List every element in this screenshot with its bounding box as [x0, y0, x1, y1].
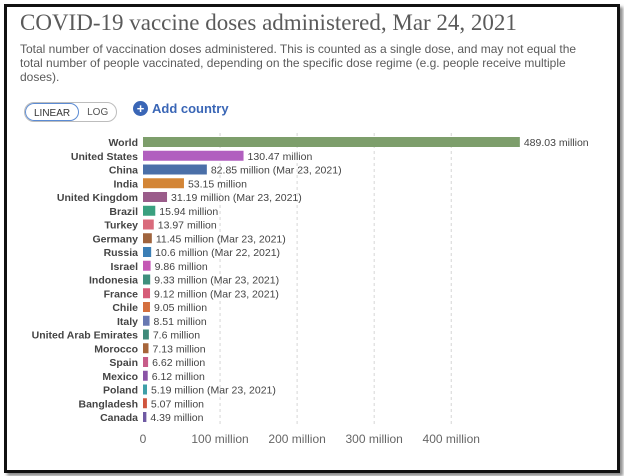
bar[interactable] — [143, 384, 147, 395]
bar[interactable] — [143, 274, 151, 285]
log-scale-button[interactable]: LOG — [87, 107, 109, 118]
value-label: 5.07 million — [151, 398, 204, 410]
value-label: 6.62 million — [152, 357, 205, 369]
value-label: 10.6 million (Mar 22, 2021) — [155, 247, 280, 259]
value-label: 9.05 million — [154, 302, 207, 314]
category-label: Russia — [104, 247, 139, 259]
category-label: United Arab Emirates — [32, 330, 139, 342]
bar[interactable] — [143, 260, 151, 271]
chart-frame — [4, 4, 620, 473]
linear-scale-button[interactable]: LINEAR — [25, 103, 80, 121]
category-label: Bangladesh — [78, 398, 138, 410]
category-label: Canada — [100, 412, 138, 424]
category-label: Spain — [109, 357, 138, 369]
value-label: 7.6 million — [153, 330, 200, 342]
x-tick-label: 400 million — [423, 432, 480, 446]
x-tick-label: 200 million — [268, 432, 325, 446]
category-label: World — [108, 137, 138, 149]
value-label: 7.13 million — [152, 343, 205, 355]
bar[interactable] — [143, 370, 148, 381]
bar[interactable] — [143, 343, 149, 354]
value-label: 13.97 million — [158, 220, 217, 232]
category-label: Indonesia — [89, 275, 138, 287]
chart-subtitle: Total number of vaccination doses admini… — [20, 42, 577, 84]
category-label: Israel — [111, 261, 139, 273]
bar[interactable] — [143, 178, 184, 189]
category-label: Germany — [92, 233, 138, 245]
chart-title: COVID-19 vaccine doses administered, Mar… — [20, 10, 517, 35]
value-label: 9.86 million — [155, 261, 208, 273]
bar[interactable] — [143, 412, 147, 422]
value-label: 31.19 million (Mar 23, 2021) — [171, 192, 302, 204]
category-label: China — [109, 165, 138, 177]
bar[interactable] — [143, 219, 154, 230]
bar[interactable] — [143, 247, 152, 257]
bar[interactable] — [143, 192, 168, 202]
bar[interactable] — [143, 233, 152, 244]
x-tick-label: 0 — [140, 432, 147, 446]
category-label: Poland — [103, 385, 138, 397]
value-label: 130.47 million — [248, 151, 313, 163]
bar[interactable] — [143, 150, 244, 161]
bar[interactable] — [143, 329, 149, 340]
x-tick-label: 100 million — [191, 432, 248, 446]
bar[interactable] — [143, 137, 520, 147]
category-label: Chile — [112, 302, 138, 314]
category-label: India — [113, 178, 138, 190]
category-label: United States — [71, 151, 138, 163]
value-label: 11.45 million (Mar 23, 2021) — [156, 233, 286, 245]
bar[interactable] — [143, 315, 150, 326]
bar[interactable] — [143, 205, 156, 216]
plus-icon: + — [133, 101, 148, 116]
add-country-label: Add country — [152, 101, 229, 116]
value-label: 15.94 million — [159, 206, 218, 218]
value-label: 489.03 million — [524, 137, 589, 149]
value-label: 9.12 million (Mar 23, 2021) — [154, 288, 279, 300]
category-label: United Kingdom — [57, 192, 138, 204]
value-label: 53.15 million — [188, 178, 247, 190]
value-label: 4.39 million — [150, 412, 203, 424]
category-label: Brazil — [109, 206, 138, 218]
category-label: Morocco — [94, 343, 138, 355]
bar[interactable] — [143, 357, 149, 367]
category-label: France — [104, 288, 139, 300]
value-label: 82.85 million (Mar 23, 2021) — [211, 165, 342, 177]
value-label: 9.33 million (Mar 23, 2021) — [154, 275, 279, 287]
x-tick-label: 300 million — [345, 432, 402, 446]
bar[interactable] — [143, 398, 147, 409]
value-label: 6.12 million — [152, 371, 205, 383]
category-label: Italy — [117, 316, 138, 328]
scale-toggle: LINEAR LOG — [24, 102, 118, 122]
value-label: 5.19 million (Mar 23, 2021) — [151, 385, 276, 397]
category-label: Turkey — [104, 220, 138, 232]
bar[interactable] — [143, 302, 150, 312]
bar[interactable] — [143, 288, 151, 299]
add-country-button[interactable]: + Add country — [133, 101, 229, 116]
category-label: Mexico — [102, 371, 138, 383]
value-label: 8.51 million — [154, 316, 207, 328]
bar[interactable] — [143, 164, 207, 175]
